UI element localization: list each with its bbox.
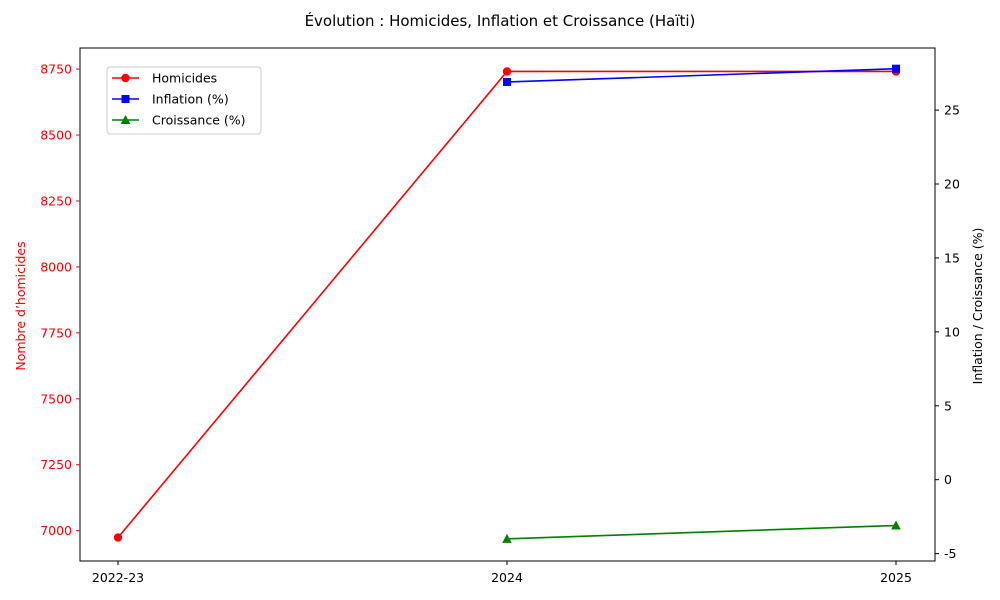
left-tick-label: 7500: [40, 391, 72, 406]
series-inflation: [503, 64, 900, 87]
right-tick-label: 25: [944, 103, 960, 118]
chart-title: Évolution : Homicides, Inflation et Croi…: [305, 11, 696, 30]
left-tick-label: 8500: [40, 128, 72, 143]
legend: Homicides Inflation (%) Croissance (%): [106, 66, 262, 135]
data-point-homicides: [113, 533, 123, 542]
series-layer: [113, 64, 901, 543]
series-homicides: [113, 67, 901, 542]
left-tick-label: 8000: [40, 259, 72, 274]
legend-label: Inflation (%): [152, 92, 229, 107]
data-point-croissance: [502, 533, 512, 543]
legend-label: Croissance (%): [152, 113, 246, 128]
series-line-inflation: [506, 67, 897, 83]
right-tick-label: 5: [944, 398, 952, 413]
data-point-inflation: [892, 64, 900, 73]
series-croissance: [502, 520, 901, 543]
right-axis: -5 0 5 10 15 20 25: [935, 103, 960, 561]
right-tick-label: 0: [944, 472, 952, 487]
series-line-homicides: [117, 70, 896, 539]
legend-frame: [106, 66, 262, 135]
left-tick-label: 7250: [40, 457, 72, 472]
legend-marker: [120, 115, 131, 124]
right-tick-label: 15: [944, 250, 960, 265]
left-tick-label: 8750: [40, 62, 72, 77]
x-tick-label: 2022-23: [92, 570, 144, 585]
data-point-inflation: [503, 78, 511, 87]
series-line-croissance: [506, 524, 897, 540]
left-tick-label: 7750: [40, 325, 72, 340]
x-axis: 2022-23 2024 2025: [92, 561, 912, 585]
legend-marker: [121, 95, 130, 103]
data-point-homicides: [502, 67, 512, 76]
right-tick-label: 20: [944, 177, 960, 192]
y-axis-label-left: Nombre d’homicides: [13, 241, 28, 370]
legend-marker: [121, 73, 130, 83]
data-point-croissance: [891, 520, 901, 530]
x-tick-label: 2025: [880, 570, 912, 585]
right-tick-label: 10: [944, 324, 960, 339]
left-tick-label: 7000: [40, 523, 72, 538]
left-tick-label: 8250: [40, 193, 72, 208]
legend-label: Homicides: [152, 71, 217, 86]
y-axis-label-right: Inflation / Croissance (%): [970, 228, 985, 385]
left-axis: 7000 7250 7500 7750 8000 8250 8500 8750: [40, 62, 80, 538]
right-tick-label: -5: [944, 546, 956, 561]
x-tick-label: 2024: [491, 570, 523, 585]
